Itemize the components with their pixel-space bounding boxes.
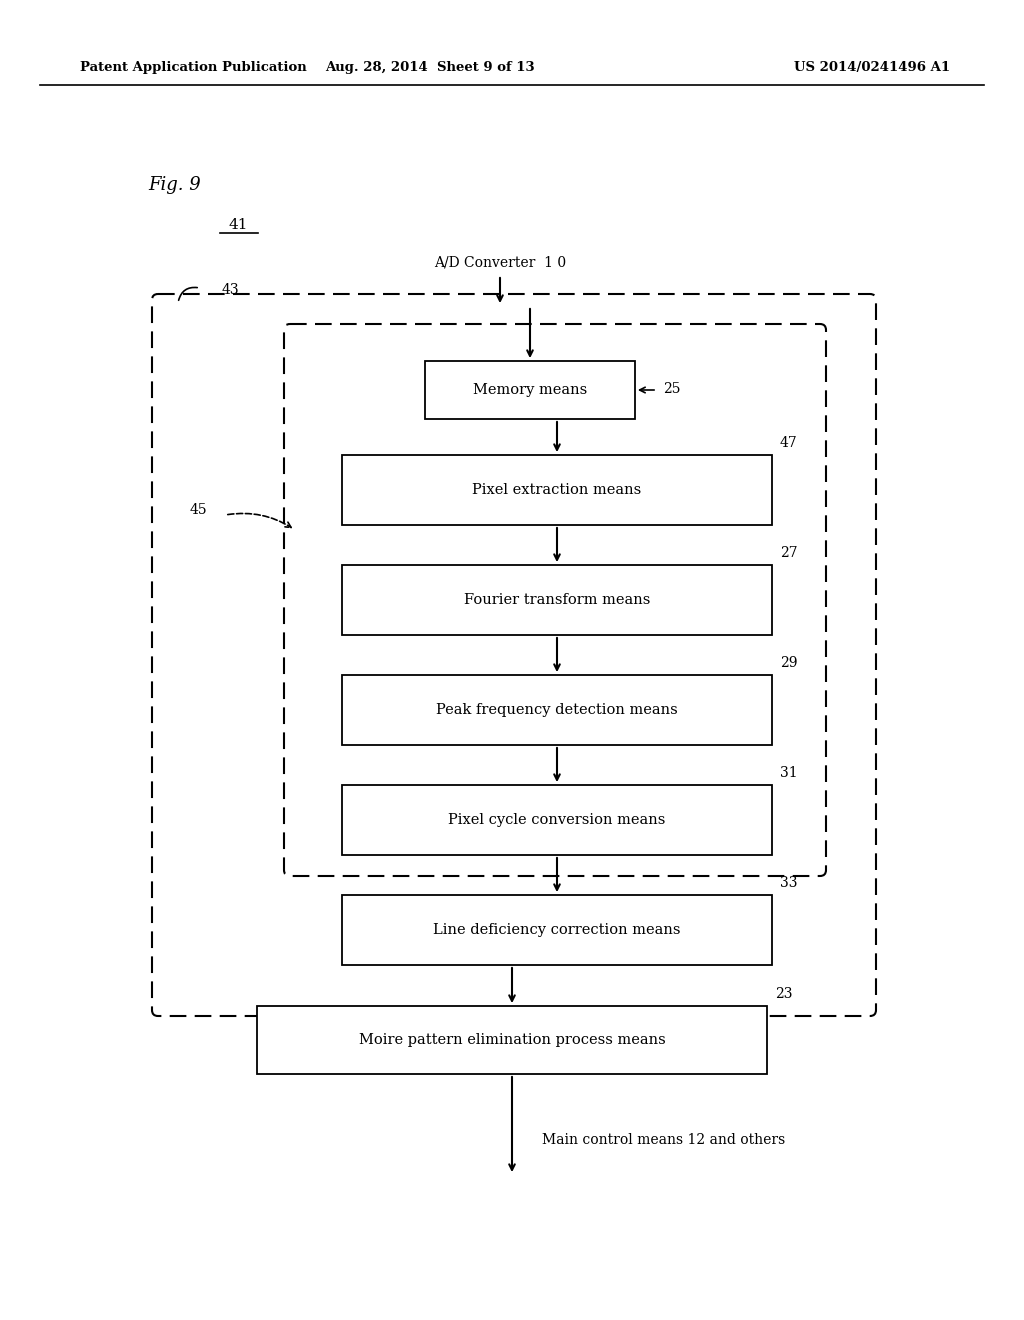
Bar [342,895,772,965]
Text: A/D Converter  1 0: A/D Converter 1 0 [434,255,566,269]
Text: 45: 45 [190,503,208,517]
Text: Moire pattern elimination process means: Moire pattern elimination process means [358,1034,666,1047]
Text: 33: 33 [780,876,798,890]
Bar [342,675,772,744]
Text: 29: 29 [780,656,798,671]
Text: Main control means 12 and others: Main control means 12 and others [542,1133,785,1147]
Bar [342,785,772,855]
Bar [342,455,772,525]
Text: Fourier transform means: Fourier transform means [464,593,650,607]
Text: 27: 27 [780,546,798,560]
Text: 43: 43 [222,282,240,297]
Text: Pixel cycle conversion means: Pixel cycle conversion means [449,813,666,828]
Text: Fig. 9: Fig. 9 [148,176,201,194]
Text: 47: 47 [780,436,798,450]
Text: 23: 23 [775,987,793,1001]
Bar [257,1006,767,1074]
Text: US 2014/0241496 A1: US 2014/0241496 A1 [794,62,950,74]
Text: Pixel extraction means: Pixel extraction means [472,483,642,498]
Text: 31: 31 [780,766,798,780]
Text: 25: 25 [663,381,681,396]
Bar [342,565,772,635]
Text: 41: 41 [228,218,248,232]
Text: Memory means: Memory means [473,383,587,397]
Text: Peak frequency detection means: Peak frequency detection means [436,704,678,717]
Text: Line deficiency correction means: Line deficiency correction means [433,923,681,937]
Bar [425,360,635,418]
Text: Patent Application Publication: Patent Application Publication [80,62,307,74]
Text: Aug. 28, 2014  Sheet 9 of 13: Aug. 28, 2014 Sheet 9 of 13 [326,62,535,74]
